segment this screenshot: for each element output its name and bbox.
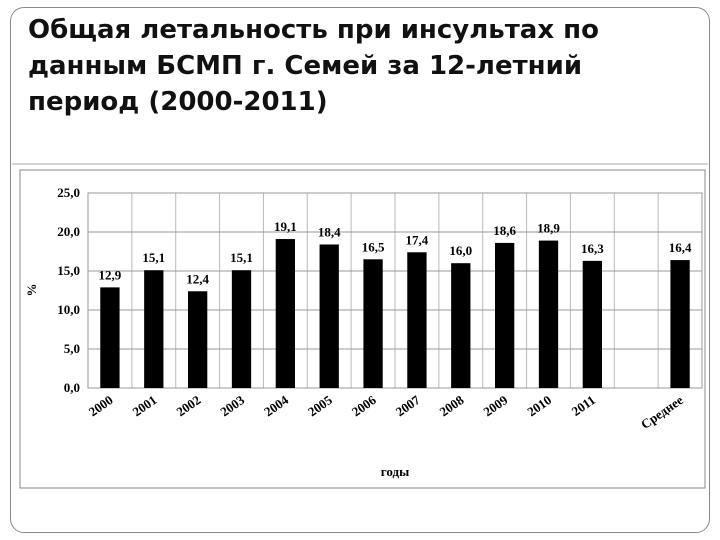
x-axis-label: годы bbox=[381, 464, 409, 479]
x-tick-label: 2004 bbox=[261, 392, 291, 419]
x-tick-label: 2007 bbox=[393, 392, 423, 419]
value-label: 18,4 bbox=[318, 224, 341, 239]
value-label: 16,3 bbox=[581, 241, 604, 256]
x-tick-label: 2006 bbox=[349, 392, 379, 419]
bar bbox=[231, 270, 252, 388]
bar bbox=[275, 239, 296, 388]
x-tick-label: 2011 bbox=[569, 392, 598, 419]
value-label: 12,4 bbox=[186, 271, 209, 286]
value-label: 19,1 bbox=[274, 219, 297, 234]
x-tick-label: 2005 bbox=[305, 392, 335, 419]
x-tick-label: 2010 bbox=[524, 392, 554, 419]
x-tick-label: 2009 bbox=[480, 392, 510, 419]
bar bbox=[144, 270, 164, 388]
x-tick-label: 2002 bbox=[173, 392, 203, 419]
y-axis-label: % bbox=[24, 284, 39, 297]
bar bbox=[670, 260, 690, 388]
x-tick-label: 2000 bbox=[86, 392, 116, 419]
y-tick-label: 5,0 bbox=[64, 341, 80, 356]
y-tick-label: 15,0 bbox=[57, 263, 80, 278]
value-label: 16,0 bbox=[449, 243, 472, 258]
bar bbox=[100, 287, 120, 388]
y-tick-label: 20,0 bbox=[57, 224, 80, 239]
slide-title: Общая летальность при инсультах по данны… bbox=[28, 15, 599, 117]
value-label: 17,4 bbox=[406, 232, 429, 247]
value-label: 16,5 bbox=[362, 239, 385, 254]
bar bbox=[582, 260, 603, 388]
bar bbox=[319, 244, 339, 388]
y-tick-label: 0,0 bbox=[64, 380, 80, 395]
value-label: 18,9 bbox=[537, 221, 560, 236]
value-label: 15,1 bbox=[142, 250, 165, 265]
slide-frame bbox=[10, 7, 710, 533]
x-tick-label: 2008 bbox=[437, 392, 467, 419]
y-tick-label: 25,0 bbox=[57, 185, 80, 200]
x-tick-label: Среднее bbox=[638, 392, 686, 432]
x-tick-label: 2003 bbox=[217, 392, 247, 419]
value-label: 12,9 bbox=[99, 267, 122, 282]
bar bbox=[538, 240, 559, 388]
bar bbox=[187, 291, 208, 388]
value-label: 16,4 bbox=[669, 240, 692, 255]
bar bbox=[494, 242, 515, 388]
x-tick-label: 2001 bbox=[130, 392, 160, 419]
bar bbox=[363, 259, 383, 388]
y-tick-label: 10,0 bbox=[57, 302, 80, 317]
bar bbox=[407, 252, 427, 388]
value-label: 15,1 bbox=[230, 250, 253, 265]
bar bbox=[451, 263, 471, 388]
value-label: 18,6 bbox=[493, 223, 516, 238]
chart-border bbox=[19, 169, 706, 489]
